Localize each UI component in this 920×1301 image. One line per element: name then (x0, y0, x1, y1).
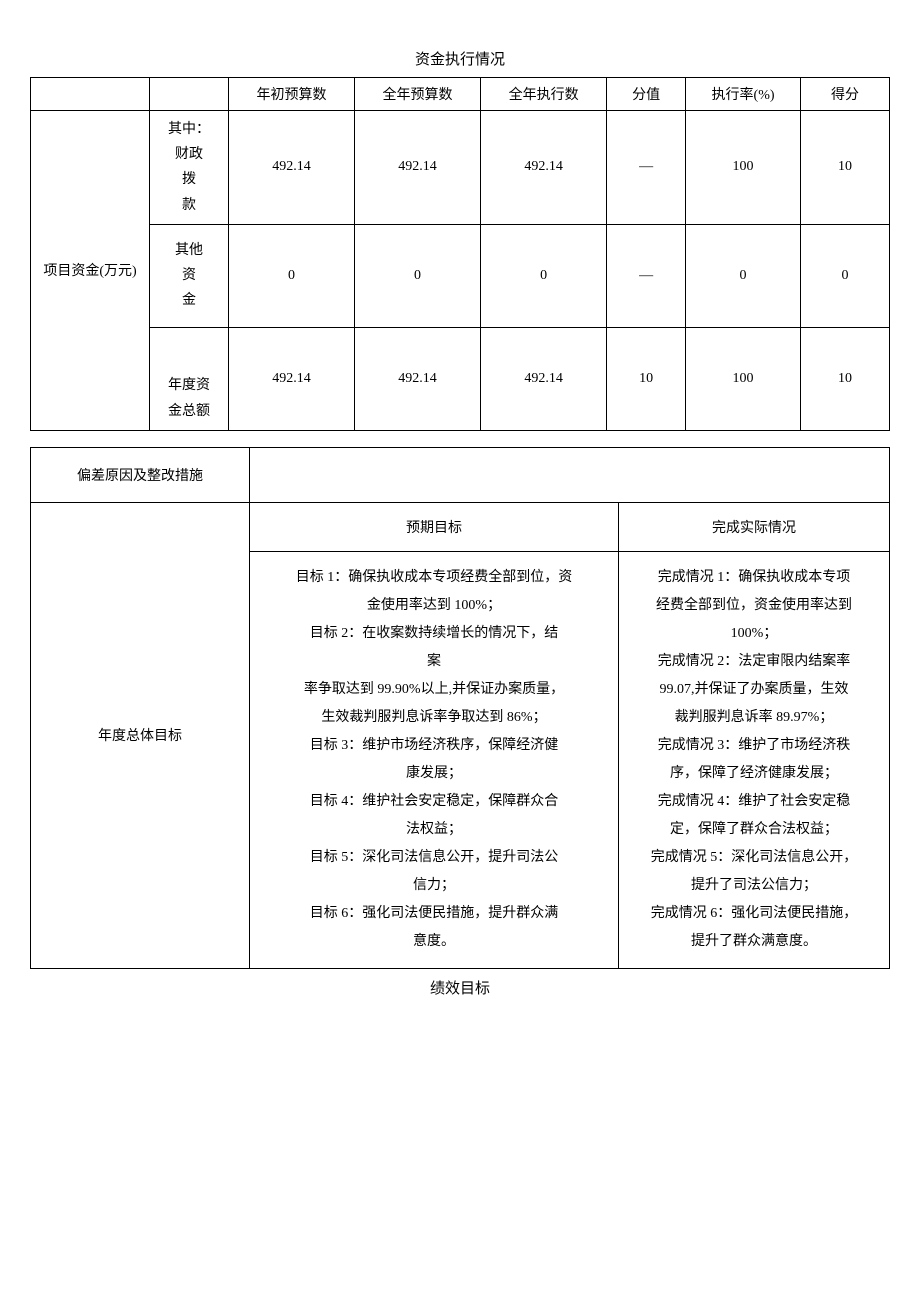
actual-header: 完成实际情况 (619, 502, 890, 551)
table-header-row: 年初预算数 全年预算数 全年执行数 分值 执行率(%) 得分 (31, 78, 890, 111)
row-label-other: 其他 资 金 (150, 224, 229, 327)
header-score: 得分 (801, 78, 890, 111)
cell-value: 0 (686, 224, 801, 327)
deviation-value (250, 447, 890, 502)
cell-value: 100 (686, 111, 801, 225)
header-annual-exec: 全年执行数 (481, 78, 607, 111)
table-row: 其他 资 金 0 0 0 — 0 0 (31, 224, 890, 327)
funds-table: 年初预算数 全年预算数 全年执行数 分值 执行率(%) 得分 项目资金(万元) … (30, 77, 890, 431)
table-row: 项目资金(万元) 其中： 财政 拨 款 492.14 492.14 492.14… (31, 111, 890, 225)
row-label-total: 年度资 金总额 (150, 327, 229, 430)
cell-value: 492.14 (355, 327, 481, 430)
header-initial-budget: 年初预算数 (229, 78, 355, 111)
cell-value: 10 (607, 327, 686, 430)
header-exec-rate: 执行率(%) (686, 78, 801, 111)
performance-section-title: 绩效目标 (30, 977, 890, 998)
expected-header: 预期目标 (250, 502, 619, 551)
cell-value: 492.14 (481, 327, 607, 430)
deviation-row: 偏差原因及整改措施 (31, 447, 890, 502)
header-blank2 (150, 78, 229, 111)
cell-value: 0 (481, 224, 607, 327)
cell-value: 492.14 (355, 111, 481, 225)
project-funds-label: 项目资金(万元) (31, 111, 150, 431)
cell-value: 492.14 (229, 327, 355, 430)
goals-table: 偏差原因及整改措施 年度总体目标 预期目标 完成实际情况 目标 1：确保执收成本… (30, 447, 890, 969)
cell-value: 10 (801, 111, 890, 225)
actual-results-text: 完成情况 1：确保执收成本专项 经费全部到位，资金使用率达到 100%； 完成情… (619, 551, 890, 968)
row-label-fiscal: 其中： 财政 拨 款 (150, 111, 229, 225)
deviation-label: 偏差原因及整改措施 (31, 447, 250, 502)
cell-value: 100 (686, 327, 801, 430)
cell-value: 0 (229, 224, 355, 327)
goals-header-row: 年度总体目标 预期目标 完成实际情况 (31, 502, 890, 551)
funds-section-title: 资金执行情况 (30, 48, 890, 69)
cell-value: 492.14 (481, 111, 607, 225)
cell-value: 0 (355, 224, 481, 327)
cell-value: 0 (801, 224, 890, 327)
expected-goals-text: 目标 1：确保执收成本专项经费全部到位，资 金使用率达到 100%； 目标 2：… (250, 551, 619, 968)
annual-goal-label: 年度总体目标 (31, 502, 250, 968)
cell-value: — (607, 224, 686, 327)
cell-value: — (607, 111, 686, 225)
header-blank1 (31, 78, 150, 111)
header-annual-budget: 全年预算数 (355, 78, 481, 111)
cell-value: 492.14 (229, 111, 355, 225)
cell-value: 10 (801, 327, 890, 430)
table-row: 年度资 金总额 492.14 492.14 492.14 10 100 10 (31, 327, 890, 430)
header-score-weight: 分值 (607, 78, 686, 111)
